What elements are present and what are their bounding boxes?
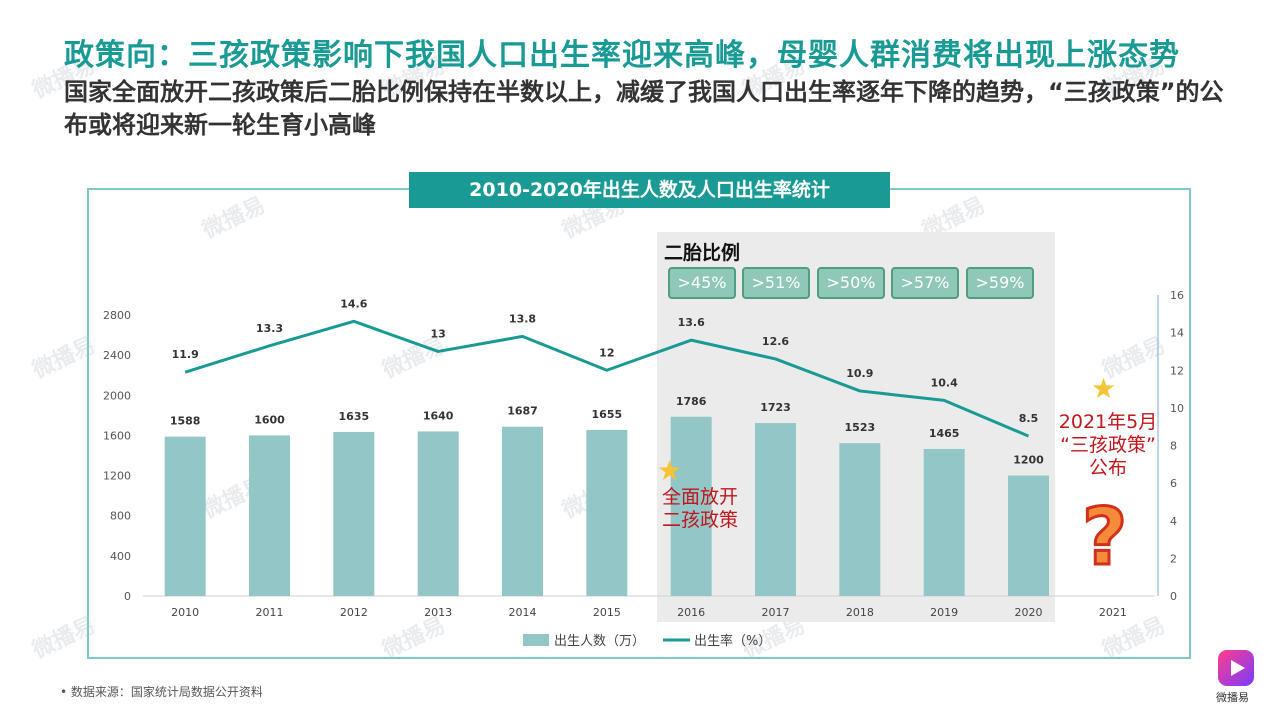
y-left-tick-label: 1200 <box>103 470 131 483</box>
x-tick-label: 2018 <box>846 606 874 619</box>
star-icon: ★ <box>1091 372 1117 405</box>
y-right-tick-label: 12 <box>1170 364 1184 377</box>
x-tick-label: 2021 <box>1099 606 1127 619</box>
bar-data-label: 1786 <box>676 395 707 408</box>
x-tick-label: 2014 <box>509 606 537 619</box>
y-right-tick-label: 6 <box>1170 477 1177 490</box>
x-tick-label: 2017 <box>762 606 790 619</box>
line-data-label: 12.6 <box>762 335 789 348</box>
chart-title: 2010-2020年出生人数及人口出生率统计 <box>409 172 890 208</box>
line-data-label: 13.6 <box>678 316 705 329</box>
bar <box>839 443 881 596</box>
bar-data-label: 1200 <box>1013 454 1044 467</box>
bar <box>755 423 796 596</box>
line-data-label: 14.6 <box>340 297 367 310</box>
bar <box>586 429 628 596</box>
policy-2016-line2: 二孩政策 <box>661 509 738 531</box>
star-icon: ★ <box>657 454 683 487</box>
y-right-tick-label: 2 <box>1170 552 1177 565</box>
line-data-label: 11.9 <box>172 348 199 361</box>
bar <box>923 448 965 596</box>
y-right-tick-label: 10 <box>1170 402 1184 415</box>
x-tick-label: 2010 <box>171 606 199 619</box>
data-source: • 数据来源：国家统计局数据公开资料 <box>60 685 263 699</box>
y-right-tick-label: 14 <box>1170 327 1184 340</box>
page-title: 政策向：三孩政策影响下我国人口出生率迎来高峰，母婴人群消费将出现上涨态势 <box>64 38 1180 73</box>
y-right-tick-label: 16 <box>1170 289 1184 302</box>
policy-2021-annotation: 2021年5月 “三孩政策” 公布 <box>1053 411 1163 480</box>
y-left-tick-label: 2000 <box>103 389 131 402</box>
line-data-label: 10.4 <box>931 376 958 389</box>
bar <box>249 435 290 596</box>
bar-data-label: 1600 <box>254 413 285 426</box>
x-tick-label: 2019 <box>930 606 958 619</box>
bar <box>333 431 375 596</box>
line-data-label: 12 <box>599 346 614 359</box>
policy-2021-line2: “三孩政策” <box>1060 434 1156 456</box>
y-left-tick-label: 400 <box>110 550 131 563</box>
line-data-label: 10.9 <box>846 367 873 380</box>
second-child-badge: >57% <box>891 267 959 299</box>
y-right-tick-label: 4 <box>1170 515 1177 528</box>
x-tick-label: 2015 <box>593 606 621 619</box>
second-child-title: 二胎比例 <box>664 242 741 264</box>
bar <box>164 436 206 596</box>
bar-data-label: 1723 <box>760 401 791 414</box>
x-tick-label: 2011 <box>256 606 284 619</box>
bar-data-label: 1640 <box>423 409 454 422</box>
policy-2016-line1: 全面放开 <box>661 486 738 508</box>
second-child-badge: >59% <box>966 267 1034 299</box>
bar-data-label: 1465 <box>929 427 960 440</box>
x-tick-label: 2012 <box>340 606 368 619</box>
second-child-badge: >51% <box>742 267 810 299</box>
legend-bar-swatch <box>523 634 549 646</box>
policy-2021-line3: 公布 <box>1088 457 1127 479</box>
second-child-badge: >50% <box>817 267 885 299</box>
policy-2016-annotation: 全面放开 二孩政策 <box>655 486 745 532</box>
birth-rate-line <box>184 319 1030 438</box>
y-right-tick-label: 0 <box>1170 590 1177 603</box>
line-data-label: 13.8 <box>509 312 536 325</box>
line-data-label: 13.3 <box>256 322 283 335</box>
y-left-tick-label: 2800 <box>103 309 131 322</box>
bar-data-label: 1635 <box>339 410 370 423</box>
y-left-tick-label: 0 <box>124 590 131 603</box>
second-child-badge: >45% <box>668 267 736 299</box>
x-tick-label: 2013 <box>424 606 452 619</box>
line-data-label: 13 <box>431 327 446 340</box>
bar <box>1008 475 1049 596</box>
page-subtitle: 国家全面放开二孩政策后二胎比例保持在半数以上，减缓了我国人口出生率逐年下降的趋势… <box>64 78 1224 139</box>
legend-bar-label: 出生人数（万） <box>554 634 645 649</box>
bar <box>417 431 459 596</box>
x-tick-label: 2020 <box>1015 606 1043 619</box>
y-right-tick-label: 8 <box>1170 440 1177 453</box>
x-tick-label: 2016 <box>677 606 705 619</box>
bar <box>670 416 712 596</box>
bar-data-label: 1655 <box>592 408 623 421</box>
brand-logo-text: 微播易 <box>1216 691 1249 704</box>
line-data-label: 8.5 <box>1019 412 1039 425</box>
bar-data-label: 1588 <box>170 415 201 428</box>
bar-data-label: 1687 <box>507 405 538 418</box>
bar <box>502 426 543 596</box>
question-mark-icon: ? <box>1080 493 1128 583</box>
legend-line-label: 出生率（%） <box>694 633 771 649</box>
bar-data-label: 1523 <box>845 421 876 434</box>
y-left-tick-label: 2400 <box>103 349 131 362</box>
brand-logo-icon <box>1218 650 1254 686</box>
y-left-tick-label: 1600 <box>103 429 131 442</box>
y-left-tick-label: 800 <box>110 510 131 523</box>
policy-2021-line1: 2021年5月 <box>1058 411 1158 433</box>
